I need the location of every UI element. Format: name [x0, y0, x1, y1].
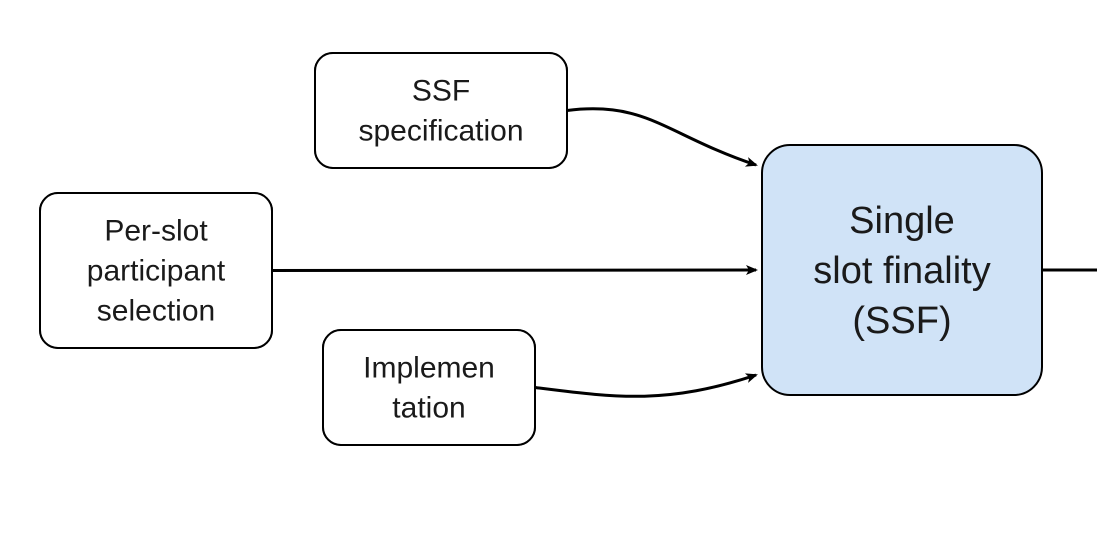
node-label-line1: Single — [849, 200, 955, 242]
flowchart-canvas: Per-slot participant selection SSF speci… — [0, 0, 1097, 547]
node-label-line1: Implemen — [363, 351, 495, 384]
node-single-slot-finality: Single slot finality (SSF) — [762, 145, 1042, 395]
node-border — [315, 53, 567, 168]
node-ssf-specification: SSF specification — [315, 53, 567, 168]
edge-per-slot-to-ssf — [272, 270, 756, 271]
node-per-slot-participant-selection: Per-slot participant selection — [40, 193, 272, 348]
node-label-line2: tation — [392, 391, 465, 424]
node-border — [323, 330, 535, 445]
node-label-line3: (SSF) — [852, 300, 951, 342]
node-label-line2: slot finality — [813, 250, 990, 292]
node-label-line2: specification — [358, 114, 523, 147]
edge-ssf-spec-to-ssf — [567, 109, 756, 165]
node-label-line3: selection — [97, 294, 215, 327]
node-label-line1: Per-slot — [104, 214, 208, 247]
edge-implementation-to-ssf — [535, 375, 756, 396]
node-label-line1: SSF — [412, 74, 470, 107]
node-implementation: Implemen tation — [323, 330, 535, 445]
node-label-line2: participant — [87, 254, 226, 287]
